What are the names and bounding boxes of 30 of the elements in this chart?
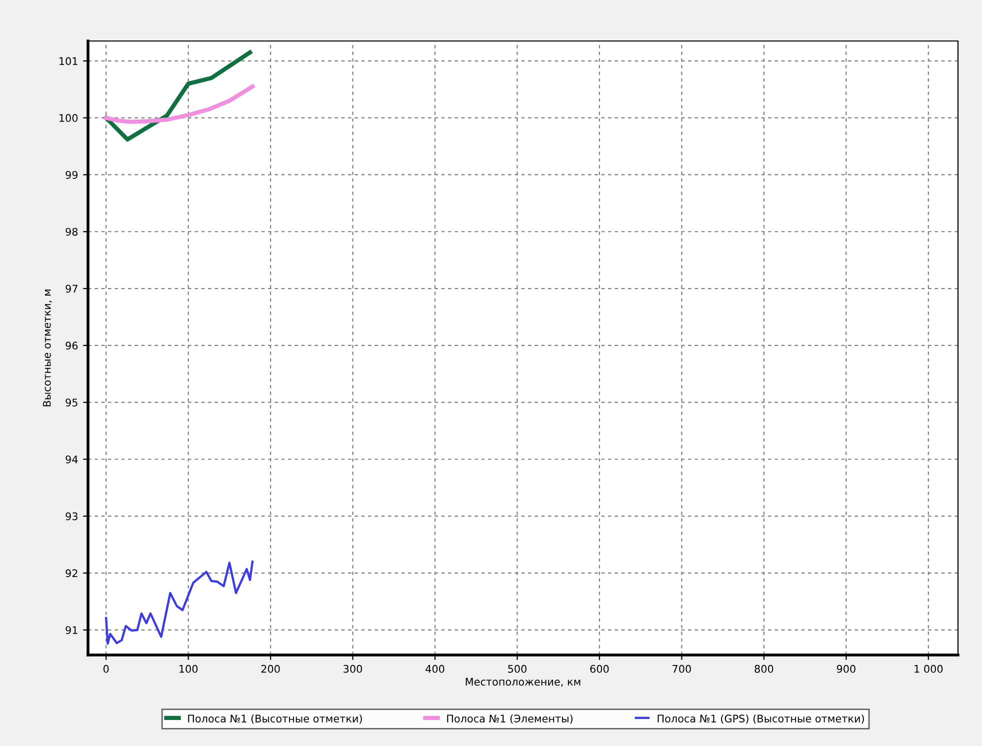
x-tick-label: 200	[261, 664, 280, 673]
y-tick-label: 98	[66, 228, 78, 236]
legend-label: Полоса №1 (GPS) (Высотные отметки)	[658, 714, 864, 724]
x-tick-label: 900	[836, 664, 856, 673]
x-tick-label: 500	[508, 664, 526, 673]
y-axis-title: Высотные отметки, м	[43, 290, 52, 406]
x-tick-label: 400	[426, 664, 444, 673]
legend-label: Полоса №1 (Высотные отметки)	[188, 714, 362, 724]
x-tick-label: 600	[590, 664, 609, 673]
x-tick-label: 1 000	[914, 664, 943, 673]
y-tick-label: 96	[66, 342, 78, 350]
x-tick-label: 300	[344, 664, 362, 673]
x-tick-label: 800	[754, 664, 774, 673]
x-tick-label: 700	[672, 664, 691, 673]
line-series	[104, 560, 254, 645]
y-tick-label: 94	[66, 455, 78, 464]
y-tick-label: 99	[66, 170, 78, 179]
y-tick-label: 93	[66, 512, 78, 520]
legend-label: Полоса №1 (Элементы)	[447, 714, 572, 724]
y-tick-label: 97	[66, 284, 78, 293]
x-tick-label: 100	[180, 664, 198, 673]
x-tick-label: 0	[103, 664, 109, 673]
y-tick-label: 101	[60, 57, 78, 66]
y-tick-label: 92	[66, 569, 78, 578]
x-axis-title: Местоположение, км	[466, 678, 580, 687]
y-tick-label: 95	[66, 398, 78, 406]
y-tick-label: 91	[66, 626, 78, 634]
y-tick-label: 100	[60, 114, 78, 122]
line-series	[104, 84, 255, 124]
line-series	[104, 50, 252, 142]
